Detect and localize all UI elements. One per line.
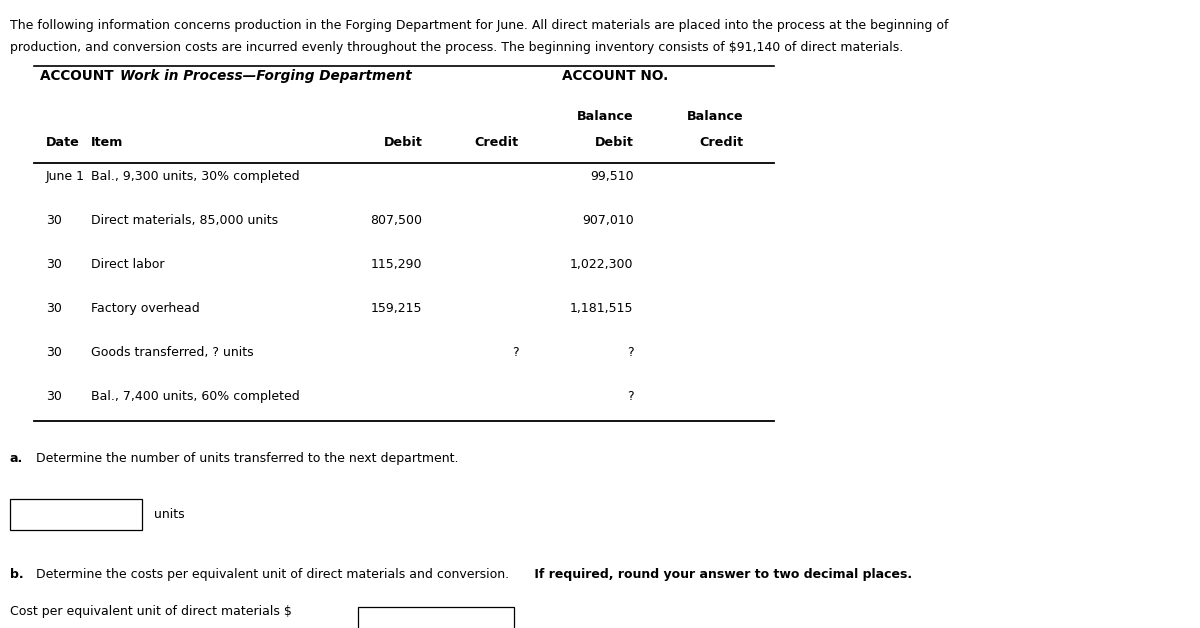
Text: Bal., 7,400 units, 60% completed: Bal., 7,400 units, 60% completed [91,390,300,403]
Text: 907,010: 907,010 [582,214,634,227]
Text: Bal., 9,300 units, 30% completed: Bal., 9,300 units, 30% completed [91,170,300,183]
Text: 807,500: 807,500 [371,214,422,227]
Text: 30: 30 [46,302,61,315]
Text: 30: 30 [46,214,61,227]
Text: ?: ? [626,390,634,403]
Text: Determine the costs per equivalent unit of direct materials and conversion.: Determine the costs per equivalent unit … [36,568,509,581]
Text: units: units [154,508,185,521]
Text: Factory overhead: Factory overhead [91,302,200,315]
Text: 30: 30 [46,390,61,403]
Text: 115,290: 115,290 [371,258,422,271]
Text: 99,510: 99,510 [590,170,634,183]
Text: production, and conversion costs are incurred evenly throughout the process. The: production, and conversion costs are inc… [10,41,902,54]
Text: Direct labor: Direct labor [91,258,164,271]
Text: ?: ? [511,346,518,359]
Text: Date: Date [46,136,79,149]
Text: 159,215: 159,215 [371,302,422,315]
Text: Balance: Balance [688,110,744,123]
Text: ?: ? [626,346,634,359]
Text: Balance: Balance [577,110,634,123]
Text: Goods transferred, ? units: Goods transferred, ? units [91,346,254,359]
Text: 30: 30 [46,258,61,271]
Text: Debit: Debit [384,136,422,149]
Text: Direct materials, 85,000 units: Direct materials, 85,000 units [91,214,278,227]
Text: If required, round your answer to two decimal places.: If required, round your answer to two de… [530,568,912,581]
Text: Credit: Credit [700,136,744,149]
Text: a.: a. [10,452,23,465]
Text: ACCOUNT: ACCOUNT [40,69,118,83]
Text: Item: Item [91,136,124,149]
Text: ACCOUNT NO.: ACCOUNT NO. [562,69,668,83]
Text: June 1: June 1 [46,170,84,183]
Text: Determine the number of units transferred to the next department.: Determine the number of units transferre… [36,452,458,465]
Text: 1,022,300: 1,022,300 [570,258,634,271]
Text: b.: b. [10,568,23,581]
Text: Debit: Debit [595,136,634,149]
Text: The following information concerns production in the Forging Department for June: The following information concerns produ… [10,19,948,32]
Bar [358,607,514,628]
Text: Credit: Credit [474,136,518,149]
Bar [10,499,142,530]
Text: 1,181,515: 1,181,515 [570,302,634,315]
Text: Work in Process—Forging Department: Work in Process—Forging Department [120,69,412,83]
Text: Cost per equivalent unit of direct materials $: Cost per equivalent unit of direct mater… [10,605,292,619]
Text: 30: 30 [46,346,61,359]
